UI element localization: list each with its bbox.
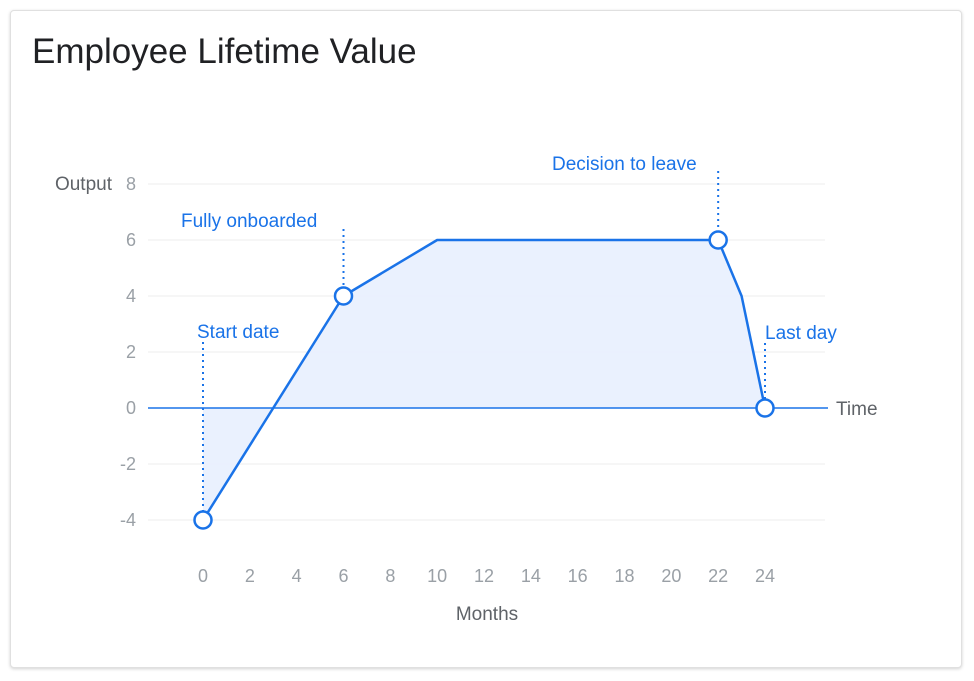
x-tick-label: 22	[708, 566, 728, 586]
y-tick-label: 0	[126, 398, 136, 418]
time-baseline-label: Time	[836, 399, 878, 420]
x-tick-label: 18	[614, 566, 634, 586]
x-tick-label: 20	[661, 566, 681, 586]
x-tick-label: 8	[385, 566, 395, 586]
y-tick-label: 4	[126, 286, 136, 306]
y-tick-label: 2	[126, 342, 136, 362]
y-tick-label: 6	[126, 230, 136, 250]
x-tick-label: 4	[292, 566, 302, 586]
data-point-marker	[333, 286, 354, 306]
y-tick-label: -2	[120, 454, 136, 474]
area-fill	[203, 240, 765, 520]
x-axis-ticks: 0 2 4 6 8 10 12 14 16 18 20 22 24	[198, 566, 775, 586]
annotation-label: Start date	[197, 322, 279, 343]
y-tick-label: -4	[120, 510, 136, 530]
x-tick-label: 0	[198, 566, 208, 586]
data-point-marker	[708, 230, 728, 250]
x-tick-label: 24	[755, 566, 775, 586]
x-tick-label: 10	[427, 566, 447, 586]
annotation-label: Fully onboarded	[181, 211, 317, 232]
annotations: Start date Fully onboarded Decision to lea…	[181, 154, 837, 530]
x-tick-label: 2	[245, 566, 255, 586]
x-axis-label: Months	[456, 604, 518, 625]
chart-title: Employee Lifetime Value	[32, 32, 417, 71]
annotation-label: Decision to leave	[552, 154, 697, 175]
data-point-marker	[755, 398, 775, 418]
x-tick-label: 14	[521, 566, 541, 586]
data-point-marker	[193, 510, 213, 530]
annotation-label: Last day	[765, 323, 837, 344]
x-tick-label: 16	[568, 566, 588, 586]
y-tick-label: 8	[126, 174, 136, 194]
y-axis-ticks: -4 -2 0 2 4 6 8	[120, 174, 136, 530]
series-line	[201, 238, 767, 521]
x-tick-label: 6	[338, 566, 348, 586]
y-axis-label: Output	[55, 174, 113, 195]
x-tick-label: 12	[474, 566, 494, 586]
